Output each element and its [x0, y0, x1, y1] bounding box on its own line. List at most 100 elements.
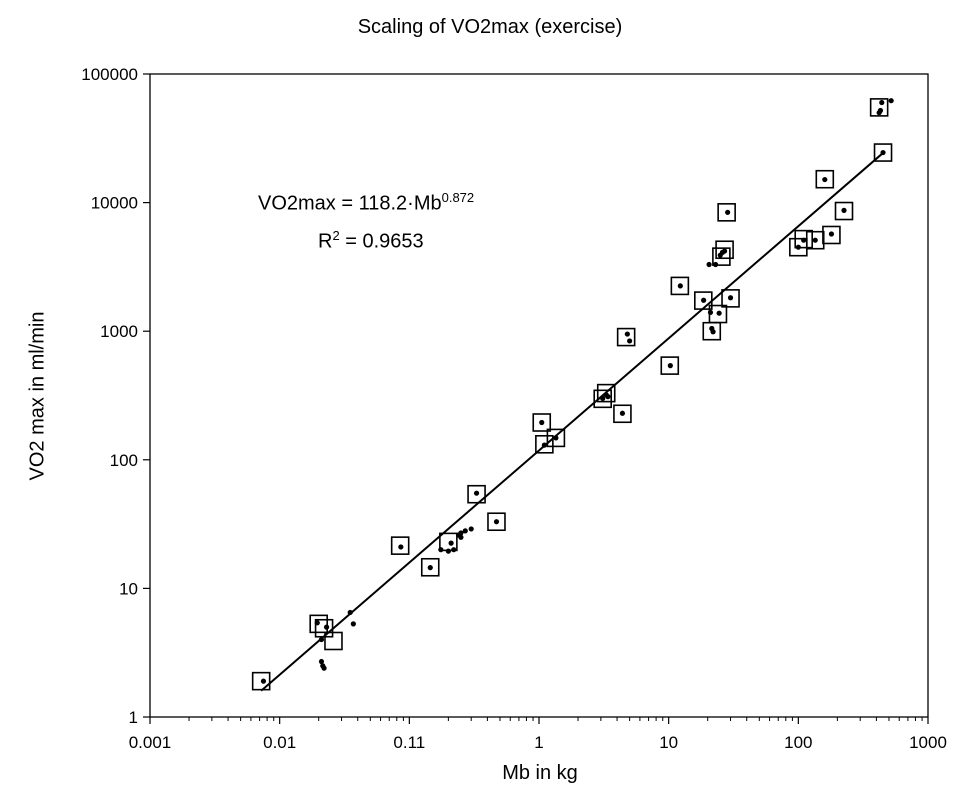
x-tick-label: 0.01	[263, 733, 296, 752]
square-marker	[324, 631, 343, 651]
square-marker	[546, 428, 566, 448]
equation-text: VO2max = 118.2·Mb	[258, 192, 442, 215]
equation-annotation: VO2max = 118.2·Mb0.872	[258, 190, 474, 216]
square-marker	[251, 671, 271, 691]
square-marker	[715, 240, 734, 260]
chart-title: Scaling of VO2max (exercise)	[357, 16, 623, 38]
square-marker	[712, 247, 731, 266]
square-marker	[794, 229, 814, 249]
y-tick-label: 10000	[91, 194, 138, 213]
dot-marker	[462, 528, 468, 534]
square-marker	[616, 327, 636, 347]
square-marker	[721, 289, 740, 308]
dot-marker	[706, 261, 712, 268]
dot-marker	[347, 609, 353, 616]
square-marker	[717, 203, 736, 222]
square-marker	[834, 201, 854, 221]
r-squared-annotation: R2 = 0.9653	[318, 228, 424, 254]
y-tick-label: 1	[129, 708, 138, 727]
dot-marker	[828, 231, 835, 237]
dot-marker	[318, 636, 325, 643]
r2-exponent: 2	[332, 228, 340, 243]
dot-marker	[323, 624, 330, 630]
x-tick-label: 100	[784, 733, 812, 752]
dot-marker	[458, 534, 464, 540]
square-marker	[532, 413, 552, 432]
dot-marker	[677, 283, 683, 289]
plot-area-border	[149, 73, 929, 718]
square-marker	[873, 143, 893, 162]
dot-marker	[879, 99, 885, 106]
dot-marker	[624, 331, 630, 337]
r2-value: = 0.9653	[339, 230, 424, 253]
dot-marker	[877, 107, 884, 114]
square-marker	[694, 291, 713, 310]
dot-marker	[321, 665, 327, 671]
axis-ticks: 0.001 0.01 0.11 1 10 100 1000 1 10 100 1000 10000 10…	[81, 65, 947, 752]
dot-marker	[600, 395, 606, 402]
dot-marker	[318, 658, 325, 665]
dot-marker	[314, 620, 320, 626]
dot-marker	[795, 244, 801, 250]
points-layer	[251, 98, 894, 691]
dot-marker	[725, 209, 731, 215]
square-marker	[822, 225, 841, 245]
x-tick-label: 0.001	[129, 733, 172, 752]
x-tick-label: 1	[534, 733, 543, 752]
dot-marker	[701, 297, 707, 303]
dot-marker	[627, 338, 633, 344]
dot-marker	[260, 678, 267, 684]
dot-marker	[445, 548, 451, 554]
dot-marker	[458, 530, 464, 536]
x-tick-label: 0.11	[393, 733, 425, 752]
y-tick-label: 10	[119, 579, 138, 598]
dot-marker	[619, 410, 626, 416]
square-marker	[309, 614, 329, 634]
dot-marker	[427, 565, 433, 571]
dot-marker	[350, 621, 356, 627]
square-marker	[467, 484, 486, 504]
fit-line	[260, 152, 884, 692]
square-marker	[670, 276, 690, 296]
dot-marker	[722, 248, 728, 254]
dot-marker	[398, 544, 404, 550]
dot-marker	[438, 547, 444, 553]
square-marker	[596, 383, 616, 403]
dot-marker	[667, 363, 673, 369]
dot-marker	[707, 309, 714, 316]
square-marker	[487, 512, 506, 532]
dot-marker	[468, 526, 474, 532]
dot-marker	[553, 435, 559, 441]
dot-marker	[888, 98, 894, 104]
y-tick-label: 100	[110, 451, 138, 470]
dot-marker	[541, 442, 547, 448]
equation-exponent: 0.872	[441, 190, 475, 205]
dot-marker	[880, 149, 886, 156]
dot-marker	[473, 490, 480, 496]
dot-marker	[841, 207, 847, 213]
square-marker	[593, 389, 613, 409]
square-marker	[815, 169, 835, 189]
dot-marker	[822, 176, 828, 183]
x-tick-label: 1000	[909, 733, 947, 752]
square-marker	[314, 618, 334, 638]
y-tick-label: 1000	[100, 322, 138, 341]
dot-marker	[493, 519, 500, 525]
dot-marker	[539, 419, 545, 426]
dot-marker	[605, 394, 611, 400]
square-marker	[613, 404, 632, 424]
square-marker	[535, 434, 554, 454]
r2-label: R	[318, 230, 333, 253]
dot-marker	[812, 237, 818, 243]
square-marker	[390, 536, 410, 555]
dot-marker	[801, 237, 807, 243]
dot-marker	[448, 540, 454, 546]
dot-marker	[451, 547, 457, 553]
y-tick-label: 100000	[81, 65, 138, 84]
fit-line-layer	[260, 152, 884, 692]
y-axis-label: VO2 max in ml/min	[26, 311, 49, 481]
dot-marker	[710, 329, 716, 335]
square-marker	[660, 356, 680, 375]
square-marker	[420, 557, 440, 577]
